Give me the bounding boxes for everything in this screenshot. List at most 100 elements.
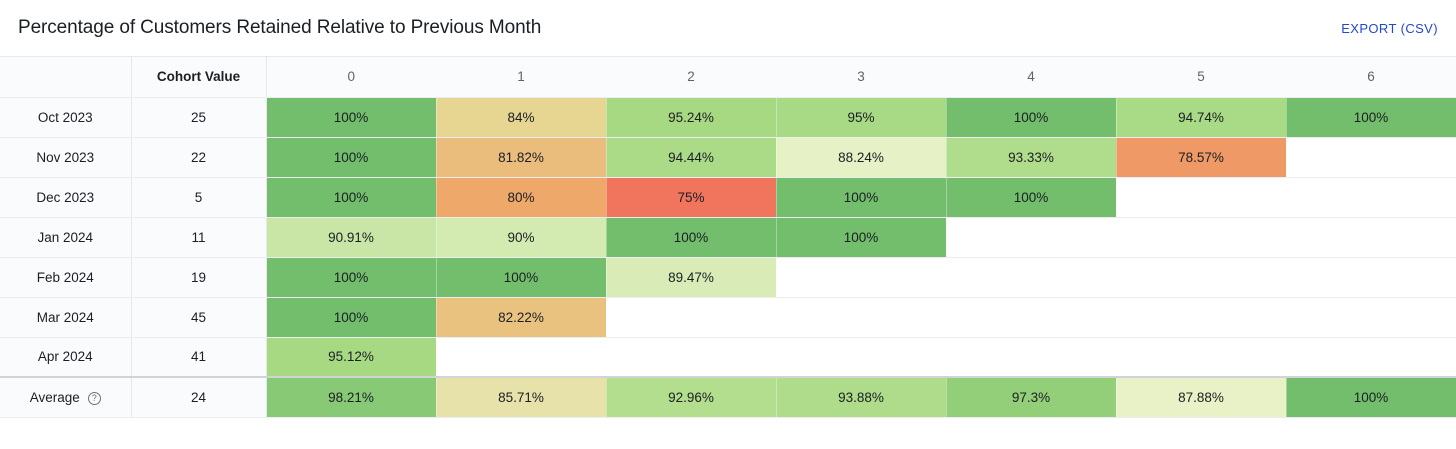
empty-cell — [946, 217, 1116, 258]
cohort-month-label: Mar 2024 — [0, 297, 132, 338]
row-label-text: Feb 2024 — [36, 269, 94, 285]
empty-cell — [776, 337, 946, 378]
retention-cell: 84% — [436, 97, 607, 138]
cohort-value-cell: 11 — [131, 217, 267, 258]
empty-cell — [776, 257, 946, 298]
retention-cell: 90.91% — [266, 217, 437, 258]
retention-cell: 100% — [266, 177, 437, 218]
empty-cell — [1116, 337, 1286, 378]
cohort-month-label: Dec 2023 — [0, 177, 132, 218]
cohort-value-cell: 22 — [131, 137, 267, 178]
retention-cell: 95.12% — [266, 337, 437, 378]
corner-cell — [0, 57, 132, 98]
empty-cell — [1116, 297, 1286, 338]
average-row: Average? 24 98.21% 85.71% 92.96% 93.88% 97.3% 8… — [0, 376, 1456, 418]
row-label-text: Jan 2024 — [37, 229, 94, 245]
retention-cell: 100% — [266, 97, 437, 138]
retention-cell: 88.24% — [776, 137, 947, 178]
row-label-text: Nov 2023 — [36, 149, 95, 165]
empty-cell — [776, 297, 946, 338]
cohort-month-label: Feb 2024 — [0, 257, 132, 298]
retention-cell: 100% — [1286, 97, 1456, 138]
row-label-text: Apr 2024 — [37, 349, 93, 365]
row-label-text: Mar 2024 — [36, 309, 94, 325]
retention-cell: 82.22% — [436, 297, 607, 338]
retention-cell: 98.21% — [266, 376, 437, 418]
retention-cell: 100% — [606, 217, 777, 258]
period-header-2: 2 — [606, 57, 776, 98]
average-label: Average? — [0, 376, 132, 418]
retention-cell: 78.57% — [1116, 137, 1287, 178]
table-row: Nov 2023 22 100% 81.82% 94.44% 88.24% 93.33% 78… — [0, 137, 1456, 178]
table-row: Oct 2023 25 100% 84% 95.24% 95% 100% 94.74% 100% — [0, 97, 1456, 138]
retention-cell: 94.44% — [606, 137, 777, 178]
retention-cell: 97.3% — [946, 376, 1117, 418]
empty-cell — [606, 297, 776, 338]
retention-cell: 87.88% — [1116, 376, 1287, 418]
retention-cell: 95.24% — [606, 97, 777, 138]
retention-cell: 100% — [266, 257, 437, 298]
cohort-value-cell: 24 — [131, 376, 267, 418]
cohort-value-cell: 19 — [131, 257, 267, 298]
page-title: Percentage of Customers Retained Relativ… — [18, 17, 542, 38]
empty-cell — [1116, 257, 1286, 298]
retention-cell: 81.82% — [436, 137, 607, 178]
retention-cell: 100% — [946, 97, 1117, 138]
row-label-text: Dec 2023 — [36, 189, 95, 205]
period-header-5: 5 — [1116, 57, 1286, 98]
table-row: Mar 2024 45 100% 82.22% — [0, 297, 1456, 338]
retention-cell: 100% — [946, 177, 1117, 218]
help-icon[interactable]: ? — [87, 391, 101, 405]
cohort-value-cell: 41 — [131, 337, 267, 378]
retention-cell: 92.96% — [606, 376, 777, 418]
empty-cell — [1286, 297, 1456, 338]
retention-cell: 100% — [776, 177, 947, 218]
empty-cell — [1116, 217, 1286, 258]
empty-cell — [606, 337, 776, 378]
empty-cell — [946, 297, 1116, 338]
retention-cell: 90% — [436, 217, 607, 258]
cohort-value-cell: 45 — [131, 297, 267, 338]
cohort-month-label: Jan 2024 — [0, 217, 132, 258]
retention-cell: 100% — [266, 137, 437, 178]
cohort-value-header: Cohort Value — [131, 57, 267, 98]
empty-cell — [1286, 177, 1456, 218]
empty-cell — [946, 337, 1116, 378]
retention-cell: 100% — [1286, 376, 1456, 418]
cohort-month-label: Nov 2023 — [0, 137, 132, 178]
retention-cell: 93.33% — [946, 137, 1117, 178]
retention-cell: 100% — [436, 257, 607, 298]
cohort-value-cell: 5 — [131, 177, 267, 218]
empty-cell — [1286, 337, 1456, 378]
period-header-1: 1 — [436, 57, 606, 98]
table-row: Apr 2024 41 95.12% — [0, 337, 1456, 378]
period-header-3: 3 — [776, 57, 946, 98]
table-row: Dec 2023 5 100% 80% 75% 100% 100% — [0, 177, 1456, 218]
retention-cell: 85.71% — [436, 376, 607, 418]
row-label-text: Average — [29, 389, 80, 405]
empty-cell — [946, 257, 1116, 298]
empty-cell — [1116, 177, 1286, 218]
retention-cell: 95% — [776, 97, 947, 138]
cohort-month-label: Apr 2024 — [0, 337, 132, 378]
retention-cell: 80% — [436, 177, 607, 218]
row-label-text: Oct 2023 — [37, 109, 93, 125]
retention-cell: 93.88% — [776, 376, 947, 418]
retention-cell: 89.47% — [606, 257, 777, 298]
cohort-value-cell: 25 — [131, 97, 267, 138]
header: Percentage of Customers Retained Relativ… — [0, 0, 1456, 57]
period-header-4: 4 — [946, 57, 1116, 98]
retention-cell: 75% — [606, 177, 777, 218]
retention-cell: 94.74% — [1116, 97, 1287, 138]
empty-cell — [1286, 217, 1456, 258]
empty-cell — [1286, 257, 1456, 298]
cohort-month-label: Oct 2023 — [0, 97, 132, 138]
retention-cell: 100% — [776, 217, 947, 258]
export-csv-button[interactable]: EXPORT (CSV) — [1341, 20, 1438, 36]
empty-cell — [436, 337, 606, 378]
period-header-6: 6 — [1286, 57, 1456, 98]
table-row: Feb 2024 19 100% 100% 89.47% — [0, 257, 1456, 298]
retention-cell: 100% — [266, 297, 437, 338]
